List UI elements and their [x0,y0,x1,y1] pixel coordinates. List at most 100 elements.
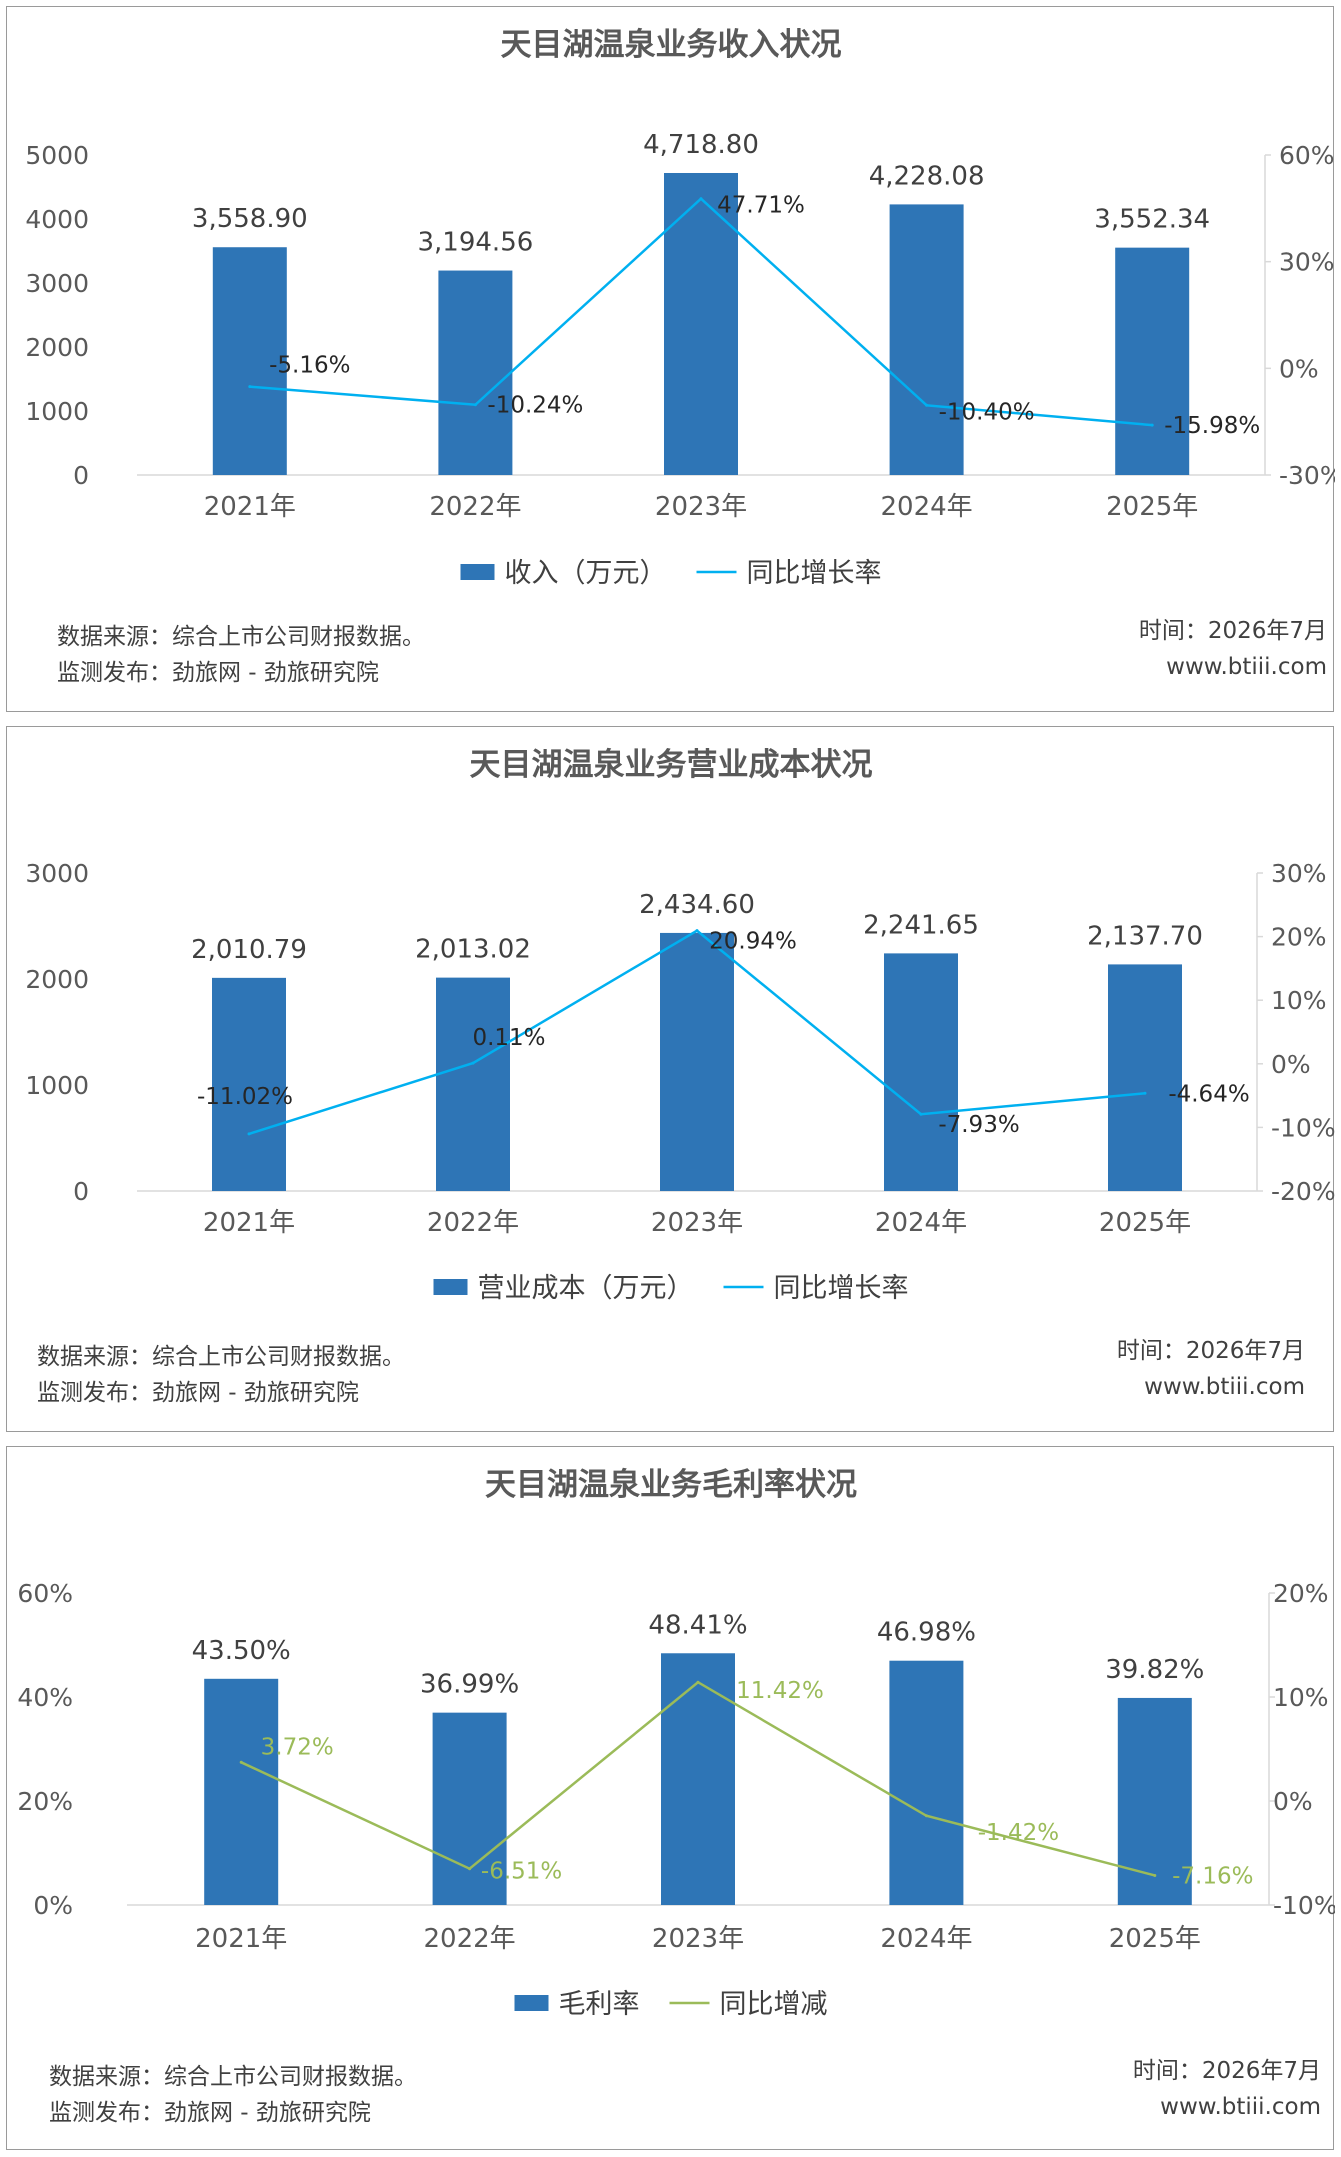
footer-left: 数据来源：综合上市公司财报数据。 监测发布：劲旅网 - 劲旅研究院 [57,619,425,691]
line-data-label: 47.71% [717,193,805,219]
bar [212,247,287,475]
legend: 营业成本（万元） 同比增长率 [433,1273,909,1304]
footer-left: 数据来源：综合上市公司财报数据。 监测发布：劲旅网 - 劲旅研究院 [49,2059,417,2131]
footer-site: www.btiii.com [1160,2094,1321,2120]
left-tick-label: 0 [73,1177,89,1206]
bar-data-label: 2,010.79 [191,935,307,965]
line-point [695,929,699,933]
bar-data-label: 43.50% [192,1636,291,1666]
bar [436,977,510,1191]
footer-publisher: 监测发布：劲旅网 - 劲旅研究院 [57,660,379,686]
line-point [1143,1091,1147,1095]
legend-swatch-bar [433,1279,468,1295]
right-tick-label: -10% [1271,1113,1335,1142]
line-point [1150,423,1154,427]
left-tick-label: 20% [17,1787,73,1816]
line-data-label: 0.11% [472,1025,545,1051]
legend-label-bar: 营业成本（万元） [478,1273,694,1304]
right-tick-label: 20% [1271,923,1327,952]
bar-data-label: 2,137.70 [1087,921,1203,951]
line-data-label: -10.40% [939,399,1035,425]
bar [438,270,513,475]
right-tick-label: 10% [1273,1683,1329,1712]
right-tick-label: 30% [1271,859,1327,888]
right-tick-label: 60% [1279,141,1335,170]
line-data-label: 11.42% [736,1678,824,1704]
chart-title: 天目湖温泉业务营业成本状况 [470,747,873,783]
right-tick-label: 30% [1279,248,1335,277]
category-label: 2022年 [429,492,521,522]
line-data-label: -7.16% [1172,1863,1253,1889]
bar-data-label: 36.99% [420,1670,519,1700]
bar-data-label: 3,558.90 [192,204,308,234]
footer-site: www.btiii.com [1166,654,1327,680]
category-label: 2021年 [204,492,296,522]
category-label: 2025年 [1099,1208,1191,1238]
left-tick-label: 5000 [25,141,89,170]
legend: 毛利率 同比增减 [514,1989,828,2020]
right-tick-label: 10% [1271,986,1327,1015]
chart-panel-cost: 天目湖温泉业务营业成本状况 3000 2000 1000 0 30% 20% 10% 0% -10… [6,726,1335,1432]
bar [884,953,958,1191]
footer-left: 数据来源：综合上市公司财报数据。 监测发布：劲旅网 - 劲旅研究院 [37,1339,405,1411]
bar-data-label: 2,013.02 [415,935,531,965]
category-label: 2021年 [203,1208,295,1238]
right-tick-label: -30% [1279,461,1335,490]
line-data-label: -15.98% [1164,413,1260,439]
legend-label-bar: 收入（万元） [505,558,667,589]
footer-right: 时间：2026年7月 www.btiii.com [1139,613,1327,685]
footer-site: www.btiii.com [1144,1374,1305,1400]
line-point [1153,1873,1157,1877]
line-data-label: -1.42% [978,1820,1059,1846]
footer-publisher: 监测发布：劲旅网 - 劲旅研究院 [37,1380,359,1406]
bar-data-label: 4,228.08 [869,161,985,191]
category-label: 2025年 [1109,1924,1201,1954]
line-point [471,1061,475,1065]
footer-right: 时间：2026年7月 www.btiii.com [1117,1333,1305,1405]
chart-svg-margin: 天目湖温泉业务毛利率状况 60% 40% 20% 0% 20% 10% 0% -10% 43.50… [17,1467,1335,2020]
category-label: 2022年 [424,1924,516,1954]
line-data-label: 20.94% [709,929,797,955]
left-tick-label: 1000 [25,397,89,426]
category-label: 2024年 [881,492,973,522]
right-tick-label: -10% [1273,1891,1335,1920]
chart-title: 天目湖温泉业务毛利率状况 [485,1467,857,1503]
category-label: 2024年 [875,1208,967,1238]
bar [661,1653,735,1905]
bar [1108,964,1182,1191]
chart-panel-revenue: 天目湖温泉业务收入状况 5000 4000 3000 2000 1000 0 60% 30% 0%… [6,6,1335,712]
line-data-label: 3.72% [261,1734,334,1760]
left-tick-label: 60% [17,1579,73,1608]
line-data-label: -10.24% [487,393,583,419]
line-data-label: -5.16% [269,353,350,379]
footer-time: 时间：2026年7月 [1138,618,1327,644]
line-point [473,403,477,407]
bar [664,172,738,475]
legend-label-bar: 毛利率 [559,1989,640,2020]
right-tick-label: 0% [1279,354,1319,383]
legend-swatch-bar [460,564,495,580]
bar [432,1712,507,1905]
left-tick-label: 2000 [25,333,89,362]
left-tick-label: 4000 [25,205,89,234]
category-label: 2023年 [655,492,747,522]
bar-data-label: 3,194.56 [418,228,534,258]
chart-svg-revenue: 天目湖温泉业务收入状况 5000 4000 3000 2000 1000 0 60% 30% 0%… [25,27,1335,589]
footer-source: 数据来源：综合上市公司财报数据。 [57,624,425,650]
bar [889,1660,964,1905]
line-data-label: -6.51% [481,1859,562,1885]
legend-label-line: 同比增长率 [747,558,882,589]
bar [1115,247,1190,475]
category-label: 2025年 [1106,492,1198,522]
right-tick-label: -20% [1271,1177,1335,1206]
right-tick-label: 0% [1273,1787,1313,1816]
bar-data-label: 48.41% [648,1610,747,1640]
category-label: 2022年 [427,1208,519,1238]
footer-time: 时间：2026年7月 [1132,2058,1321,2084]
line-point [919,1112,923,1116]
right-tick-label: 0% [1271,1050,1311,1079]
line-point [239,1760,243,1764]
left-tick-label: 40% [17,1683,73,1712]
left-tick-label: 0 [73,461,89,490]
left-tick-label: 1000 [25,1071,89,1100]
